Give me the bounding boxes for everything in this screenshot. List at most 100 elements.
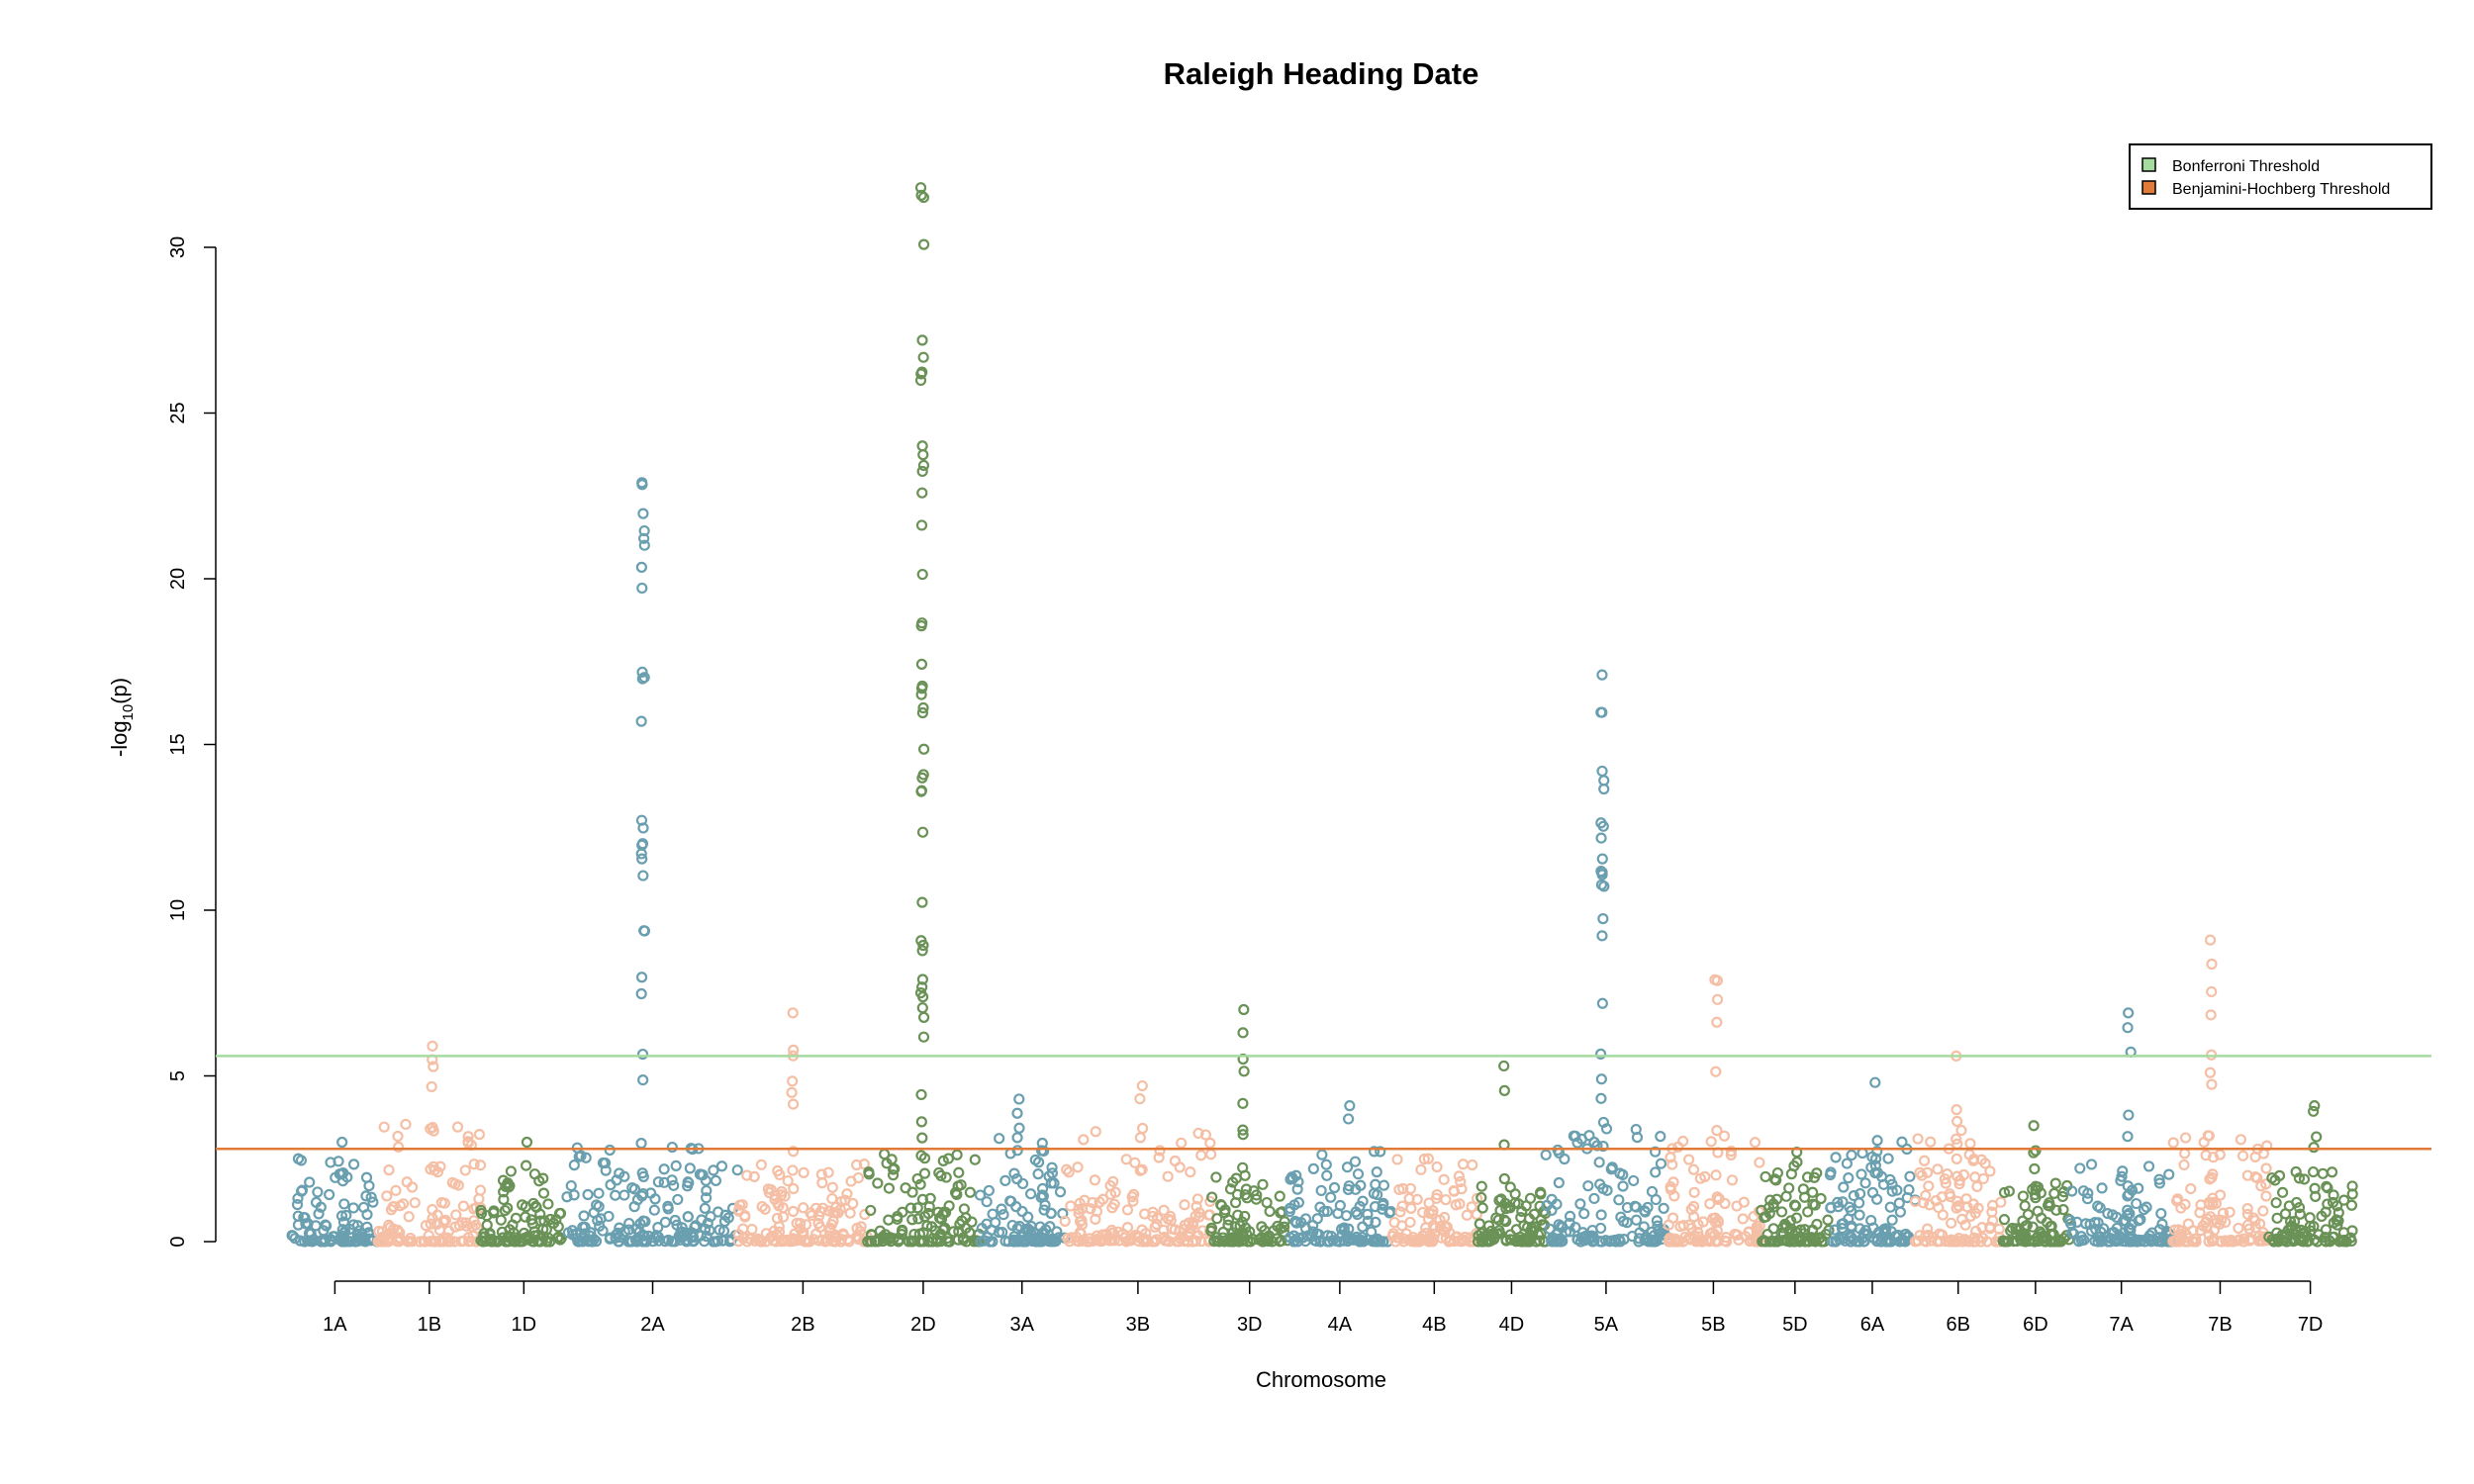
- snp-point: [1760, 1170, 1771, 1183]
- snp-point: [636, 582, 648, 595]
- snp-point: [1790, 1212, 1803, 1224]
- snp-point: [1987, 1214, 1999, 1227]
- snp-point: [933, 1166, 945, 1179]
- snp-point: [2298, 1173, 2311, 1185]
- snp-point: [2247, 1212, 2259, 1224]
- snp-point: [1775, 1206, 1788, 1218]
- snp-point: [2003, 1185, 2015, 1197]
- snp-point: [1655, 1131, 1666, 1143]
- snp-point: [2206, 1171, 2218, 1183]
- snp-point: [1192, 1127, 1204, 1140]
- snp-point: [2209, 1214, 2221, 1226]
- snp-point: [1859, 1177, 1871, 1189]
- legend-label-bonferroni: Bonferroni Threshold: [2172, 158, 2320, 175]
- snp-point: [1498, 1214, 1510, 1226]
- snp-point: [1174, 1161, 1186, 1173]
- snp-point: [1737, 1213, 1749, 1225]
- snp-point: [381, 1190, 393, 1202]
- snp-point: [810, 1228, 822, 1240]
- snp-point: [335, 1233, 348, 1246]
- snp-point: [442, 1236, 454, 1248]
- snp-point: [1191, 1193, 1203, 1205]
- snp-point: [1557, 1235, 1569, 1248]
- legend-label-benjamini-hochberg: Benjamini-Hochberg Threshold: [2172, 181, 2390, 198]
- snp-point: [1848, 1189, 1859, 1202]
- snp-point: [1595, 706, 1607, 718]
- x-tick-label: 4A: [1328, 1314, 1353, 1336]
- snp-point: [1770, 1174, 1782, 1186]
- snp-point: [1488, 1228, 1500, 1241]
- snp-point: [915, 786, 927, 797]
- snp-point: [1134, 1132, 1146, 1144]
- snp-point: [1595, 832, 1607, 844]
- snp-point: [2001, 1236, 2014, 1248]
- snp-point: [521, 1159, 532, 1171]
- y-tick-label: 10: [167, 899, 189, 921]
- snp-point: [1597, 913, 1609, 925]
- snp-point: [2141, 1201, 2152, 1213]
- snp-point: [1914, 1166, 1926, 1178]
- snp-point: [599, 1157, 612, 1169]
- snp-point: [749, 1235, 761, 1247]
- snp-point: [788, 1044, 800, 1056]
- snp-point: [1532, 1229, 1545, 1241]
- snp-point: [904, 1202, 917, 1214]
- snp-point: [953, 1166, 965, 1178]
- snp-point: [1284, 1202, 1296, 1214]
- x-tick-label: 5A: [1594, 1314, 1619, 1336]
- snp-point: [1725, 1149, 1737, 1160]
- snp-point: [820, 1235, 833, 1247]
- snp-point: [1970, 1225, 1982, 1238]
- snp-point: [407, 1236, 419, 1248]
- snp-point: [1617, 1168, 1629, 1180]
- snp-point: [1886, 1185, 1898, 1197]
- snp-point: [2233, 1222, 2244, 1235]
- snp-point: [2044, 1197, 2055, 1209]
- snp-point: [1725, 1146, 1737, 1158]
- snp-point: [2102, 1207, 2114, 1220]
- snp-point: [1762, 1202, 1775, 1214]
- snp-point: [990, 1217, 1001, 1229]
- snp-point: [1869, 1166, 1881, 1179]
- snp-point: [2207, 1152, 2220, 1163]
- snp-point: [1946, 1217, 1957, 1229]
- snp-point: [547, 1217, 560, 1229]
- snp-point: [2270, 1197, 2282, 1209]
- snp-point: [1025, 1220, 1037, 1233]
- snp-point: [1045, 1207, 1057, 1219]
- snp-point: [618, 1170, 630, 1182]
- snp-point: [701, 1231, 713, 1243]
- snp-point: [635, 561, 647, 573]
- snp-point: [1002, 1236, 1014, 1248]
- snp-point: [1595, 1048, 1607, 1060]
- snp-point: [1154, 1145, 1166, 1157]
- snp-point: [1321, 1169, 1333, 1181]
- snp-point: [1709, 1212, 1721, 1224]
- snp-point: [528, 1168, 541, 1180]
- snp-point: [2238, 1233, 2250, 1245]
- snp-point: [315, 1201, 327, 1213]
- snp-point: [1711, 993, 1724, 1005]
- snp-point: [304, 1176, 316, 1188]
- snp-point: [561, 1191, 573, 1203]
- snp-point: [300, 1218, 312, 1230]
- snp-point: [866, 1229, 878, 1241]
- snp-point: [1738, 1196, 1750, 1208]
- snp-point: [347, 1159, 360, 1170]
- snp-point: [666, 1174, 678, 1186]
- snp-point: [604, 1144, 616, 1157]
- snp-point: [1237, 1097, 1249, 1109]
- snp-point: [433, 1224, 445, 1236]
- snp-point: [1682, 1154, 1695, 1165]
- snp-point: [2122, 1190, 2134, 1202]
- snp-point: [1655, 1158, 1667, 1169]
- snp-point: [772, 1164, 784, 1177]
- snp-point: [1685, 1222, 1698, 1235]
- snp-point: [1871, 1193, 1883, 1205]
- snp-point: [637, 822, 649, 834]
- snp-point: [427, 1040, 438, 1052]
- snp-point: [1011, 1132, 1023, 1144]
- snp-point: [1854, 1209, 1865, 1221]
- snp-point: [1024, 1188, 1037, 1200]
- snp-point: [1063, 1166, 1075, 1178]
